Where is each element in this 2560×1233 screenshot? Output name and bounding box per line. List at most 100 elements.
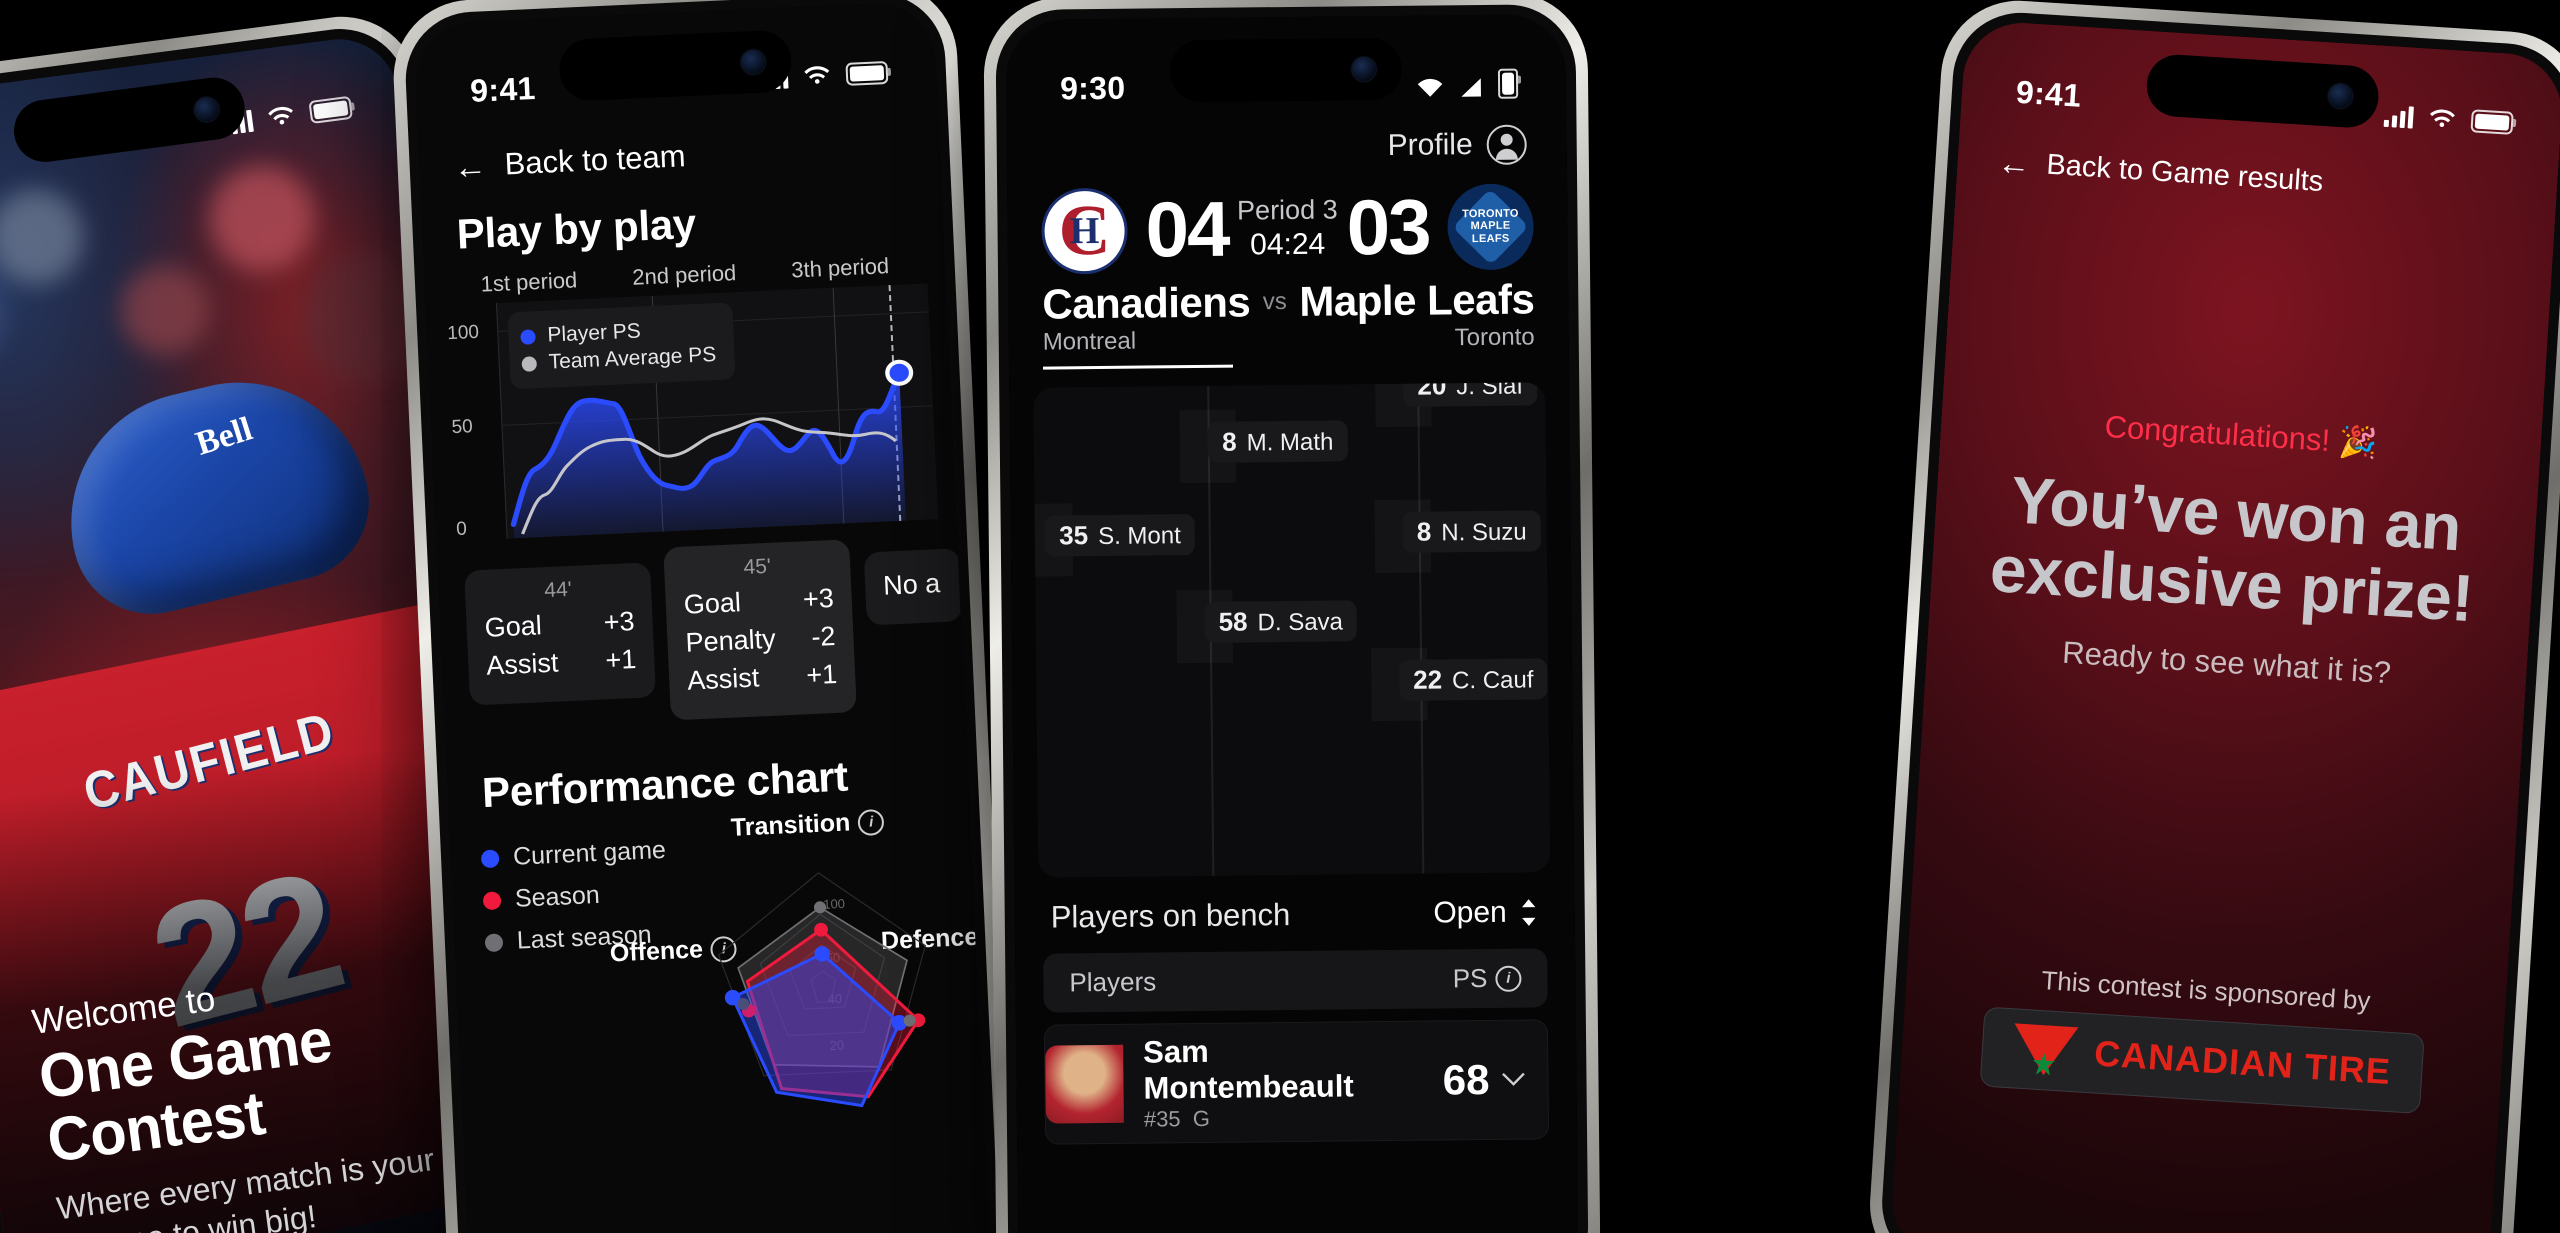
back-arrow-icon: ← xyxy=(452,146,488,186)
canadian-tire-triangle-icon xyxy=(2010,1023,2078,1078)
bench-player-meta: #35 G xyxy=(1144,1106,1210,1132)
legend-dot-last-season xyxy=(484,932,504,952)
event-value: +1 xyxy=(604,644,637,676)
home-score: 04 xyxy=(1145,184,1229,274)
event-row: Assist +1 xyxy=(687,659,838,697)
info-icon[interactable]: i xyxy=(857,808,885,836)
legend-dot-player-ps xyxy=(520,328,536,345)
bench-player-position: G xyxy=(1192,1105,1211,1132)
lineup-player[interactable]: 22 C. Cauf xyxy=(1398,658,1548,701)
helmet-brand-label: Bell xyxy=(191,410,257,463)
event-cards: 44' Goal +3 Assist +1 45' Goal +3 Penalty -2… xyxy=(437,518,965,730)
wifi-icon xyxy=(2430,109,2455,127)
play-by-play-chart: 100 50 0 xyxy=(444,283,939,541)
player-name: N. Suzu xyxy=(1441,518,1527,547)
lineup-player[interactable]: 58 D. Sava xyxy=(1204,600,1358,643)
phone4-screen: ← Back to Game results Congratulations! … xyxy=(1888,19,2560,1233)
rink-lineup: 35 S. Mont 8 M. Math 58 D. Sava 20 J. Slaf xyxy=(1033,382,1551,878)
legend-label-player-ps: Player PS xyxy=(546,319,642,347)
prize-headline: You’ve won an exclusive prize! xyxy=(1988,462,2476,636)
back-to-results-label: Back to Game results xyxy=(2045,148,2325,199)
event-label: Goal xyxy=(683,587,742,620)
dynamic-island xyxy=(1169,37,1403,103)
sponsor-logo-card[interactable]: CANADIAN TIRE xyxy=(1979,1006,2425,1114)
player-number: 20 xyxy=(1417,382,1447,401)
legend-dot-team-avg xyxy=(521,355,538,372)
bench-player-number: #35 xyxy=(1143,1106,1181,1132)
congrats-text: Congratulations! 🎉 xyxy=(2103,408,2379,461)
radar-ring-20: 20 xyxy=(829,1037,844,1053)
player-tag: 20 J. Slaf xyxy=(1403,382,1538,407)
front-camera-icon xyxy=(740,49,766,75)
radar-svg: 100 60 40 20 xyxy=(717,872,926,1108)
event-card[interactable]: 44' Goal +3 Assist +1 xyxy=(464,562,656,706)
status-icons xyxy=(758,60,889,90)
event-card[interactable]: 45' Goal +3 Penalty -2 Assist +1 xyxy=(663,539,857,721)
event-value: +3 xyxy=(603,606,636,638)
performance-chart: Current game Season Last season Transiti… xyxy=(449,799,984,1162)
game-clock: 04:24 xyxy=(1250,227,1326,262)
y-tick-50: 50 xyxy=(451,416,474,439)
leafs-logo-line-3: LEAFS xyxy=(1471,232,1510,245)
radar-ring-100: 100 xyxy=(823,896,845,912)
canadiens-logo-icon xyxy=(1041,187,1129,275)
back-arrow-icon: ← xyxy=(1996,143,2032,183)
front-camera-icon xyxy=(2327,83,2354,109)
phone2-screen: ← Back to team Play by play 1st period 2… xyxy=(413,0,991,1233)
radar-axis-transition: Transition i xyxy=(730,807,885,843)
player-avatar xyxy=(1045,1044,1124,1124)
player-tag: 8 M. Math xyxy=(1207,420,1348,463)
prize-subtext: Ready to see what it is? xyxy=(2061,634,2392,691)
lineup-player[interactable]: 35 S. Mont xyxy=(1044,514,1196,557)
home-team[interactable]: 04 xyxy=(1041,184,1229,277)
chart-current-point xyxy=(885,359,914,386)
phone-scoreboard: Profile 04 Period 3 04:24 03 xyxy=(983,0,1601,1233)
battery-icon xyxy=(308,95,353,124)
phone4-status-bar: 9:41 xyxy=(1960,19,2560,160)
home-team-name-block: Canadiens Montreal xyxy=(1042,278,1251,356)
performance-legend: Current game Season Last season xyxy=(480,823,680,1161)
status-icons xyxy=(2383,103,2514,135)
player-name: M. Math xyxy=(1246,428,1334,457)
event-row: Goal +3 xyxy=(683,583,834,621)
status-time: 9:41 xyxy=(469,69,537,109)
away-team[interactable]: 03 TORONTO MAPLE LEAFS xyxy=(1346,180,1534,273)
event-label: Assist xyxy=(686,662,760,696)
dynamic-island xyxy=(558,29,793,102)
radar-ring-40: 40 xyxy=(827,991,842,1007)
event-card-partial[interactable]: No a xyxy=(863,548,963,626)
legend-dot-season xyxy=(482,890,502,910)
player-name: J. Slaf xyxy=(1456,382,1524,401)
play-by-play-page: ← Back to team Play by play 1st period 2… xyxy=(413,0,991,1233)
legend-dot-current-game xyxy=(480,848,500,868)
bench-player-ps: 68 xyxy=(1443,1056,1526,1105)
period-label-2: 2nd period xyxy=(631,260,737,290)
event-time: 44' xyxy=(543,577,573,603)
legend-item-season: Season xyxy=(482,878,668,915)
phone1-bezel: Bell CAUFIELD 22 9:41 xyxy=(0,20,561,1233)
match-status: Period 3 04:24 xyxy=(1237,194,1338,262)
phone-play-by-play: ← Back to team Play by play 1st period 2… xyxy=(390,0,1014,1233)
profile-avatar-icon xyxy=(1486,124,1527,165)
front-camera-icon xyxy=(193,96,221,124)
lineup-player[interactable]: 8 N. Suzu xyxy=(1397,510,1547,553)
lineup-player[interactable]: 20 J. Slaf xyxy=(1395,382,1545,407)
scoreboard-page: Profile 04 Period 3 04:24 03 xyxy=(1005,14,1579,1233)
info-icon[interactable]: i xyxy=(1495,965,1522,992)
legend-label-team-avg-ps: Team Average PS xyxy=(548,343,717,374)
away-team-city: Toronto xyxy=(1454,323,1535,352)
chevron-down-icon[interactable] xyxy=(1501,1072,1525,1088)
column-players: Players xyxy=(1069,966,1157,998)
phone4-bezel: ← Back to Game results Congratulations! … xyxy=(1878,8,2560,1233)
legend-item-current-game: Current game xyxy=(480,836,666,873)
back-to-team-label: Back to team xyxy=(503,138,687,182)
bench-open-toggle[interactable]: Open xyxy=(1433,895,1539,930)
chevron-updown-icon xyxy=(1522,899,1536,926)
radar-axis-offence-label: Offence xyxy=(609,935,704,968)
lineup-player[interactable]: 8 M. Math xyxy=(1203,420,1353,463)
battery-icon xyxy=(2470,108,2514,135)
vs-label-block: vs xyxy=(1263,288,1287,316)
bench-row[interactable]: Sam Montembeault #35 G 68 xyxy=(1043,1019,1550,1145)
active-team-underline xyxy=(1042,364,1234,370)
